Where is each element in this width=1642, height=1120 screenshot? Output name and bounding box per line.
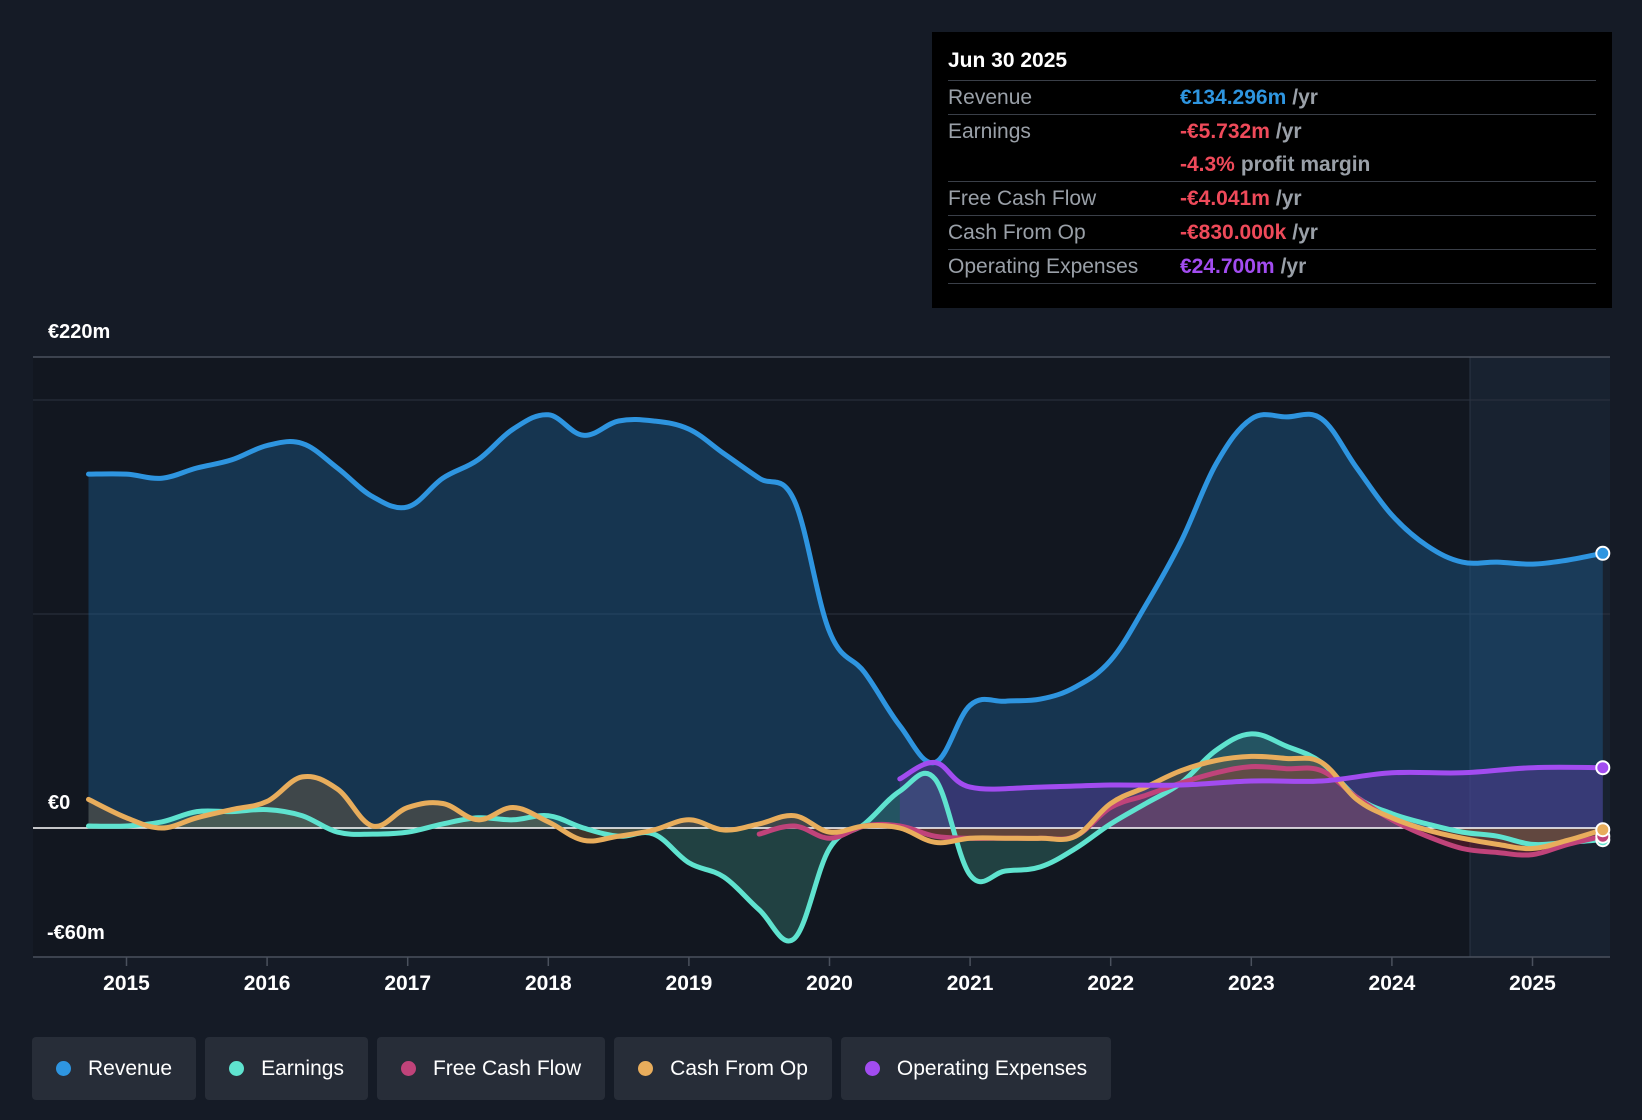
endpoint-cash-from-op[interactable]: [1595, 822, 1611, 838]
y-axis-top-label: €220m: [48, 321, 111, 343]
area-revenue: [88, 414, 1603, 828]
x-tick-label: 2017: [384, 972, 431, 995]
tooltip-row-operating-expenses: Operating Expenses €24.700m /yr: [948, 249, 1596, 284]
tooltip-label: Earnings: [948, 120, 1031, 143]
legend-label: Operating Expenses: [896, 1056, 1088, 1080]
legend-dot-icon: [638, 1061, 654, 1076]
legend: Revenue Earnings Free Cash Flow Cash Fro…: [32, 1037, 1112, 1100]
tooltip-value: €134.296m: [1180, 86, 1287, 109]
tooltip-label: Free Cash Flow: [948, 187, 1097, 210]
x-tick-label: 2024: [1369, 972, 1416, 995]
x-tick-label: 2020: [806, 972, 853, 995]
legend-dot-icon: [229, 1061, 245, 1076]
tooltip-row-cash-from-op: Cash From Op -€830.000k /yr: [948, 215, 1596, 249]
tooltip-date: Jun 30 2025: [948, 49, 1068, 72]
y-axis-zero-label: €0: [48, 792, 71, 814]
x-tick-label: 2025: [1509, 972, 1556, 995]
tooltip-panel: Jun 30 2025 Revenue €134.296m /yr Earnin…: [932, 32, 1612, 308]
x-axis-ticks: 2015 2016 2017 2018 2019 2020 2021 2022 2023 2024…: [103, 957, 1556, 995]
tooltip-unit: /yr: [1275, 120, 1302, 143]
tooltip-unit: /yr: [1292, 221, 1318, 244]
line-revenue: [86, 411, 1606, 766]
x-tick-label: 2018: [525, 972, 572, 995]
tooltip-row-revenue: Revenue €134.296m /yr: [948, 80, 1596, 114]
legend-dot-icon: [400, 1061, 416, 1076]
tooltip-value: €24.700m: [1180, 255, 1275, 278]
tooltip-value: -€5.732m: [1180, 120, 1270, 143]
area-cash-from-op: [88, 756, 1603, 849]
legend-dot-icon: [56, 1061, 71, 1076]
tooltip-unit: profit margin: [1240, 153, 1371, 176]
x-tick-label: 2021: [947, 972, 994, 995]
tooltip-value: -4.3%: [1180, 153, 1235, 176]
legend-label: Cash From Op: [670, 1056, 808, 1080]
tooltip-label: [948, 148, 1180, 181]
legend-label: Revenue: [88, 1056, 173, 1080]
legend-dot-icon: [864, 1061, 880, 1076]
series-lines: [86, 411, 1606, 944]
x-tick-label: 2019: [666, 972, 713, 995]
area-operating-expenses: [899, 762, 1603, 828]
legend-item-cash-from-op[interactable]: Cash From Op: [614, 1037, 832, 1100]
legend-label: Earnings: [261, 1056, 344, 1080]
line-operating-expenses: [897, 759, 1606, 792]
legend-label: Free Cash Flow: [432, 1056, 582, 1080]
tooltip-unit: /yr: [1275, 187, 1302, 210]
legend-item-revenue[interactable]: Revenue: [32, 1037, 197, 1100]
tooltip-row-profit-margin: -4.3% profit margin: [948, 148, 1596, 181]
x-tick-label: 2022: [1087, 972, 1134, 995]
tooltip-unit: /yr: [1292, 86, 1318, 109]
x-tick-label: 2023: [1228, 972, 1275, 995]
series-areas: [88, 414, 1603, 941]
endpoint-revenue[interactable]: [1595, 545, 1611, 561]
tooltip-row-earnings: Earnings -€5.732m /yr: [948, 114, 1596, 148]
tooltip-unit: /yr: [1280, 255, 1307, 278]
x-tick-label: 2016: [244, 972, 291, 995]
tooltip-row-free-cash-flow: Free Cash Flow -€4.041m /yr: [948, 181, 1596, 215]
tooltip-label: Cash From Op: [948, 221, 1086, 244]
tooltip-label: Operating Expenses: [948, 255, 1139, 278]
legend-item-free-cash-flow[interactable]: Free Cash Flow: [376, 1037, 606, 1100]
tooltip-value: -€4.041m: [1180, 187, 1270, 210]
endpoint-operating-expenses[interactable]: [1595, 760, 1611, 776]
forecast-region: [1470, 357, 1610, 957]
legend-item-earnings[interactable]: Earnings: [205, 1037, 368, 1100]
y-axis-bottom-label: -€60m: [47, 922, 105, 944]
x-tick-label: 2015: [103, 972, 150, 995]
tooltip-value: -€830.000k: [1180, 221, 1287, 244]
area-free-cash-flow: [759, 766, 1603, 856]
tooltip-label: Revenue: [948, 86, 1033, 109]
line-cash-from-op: [86, 753, 1606, 852]
series-endpoints: [1595, 545, 1611, 848]
legend-item-operating-expenses[interactable]: Operating Expenses: [840, 1037, 1112, 1100]
area-earnings: [88, 733, 1603, 941]
